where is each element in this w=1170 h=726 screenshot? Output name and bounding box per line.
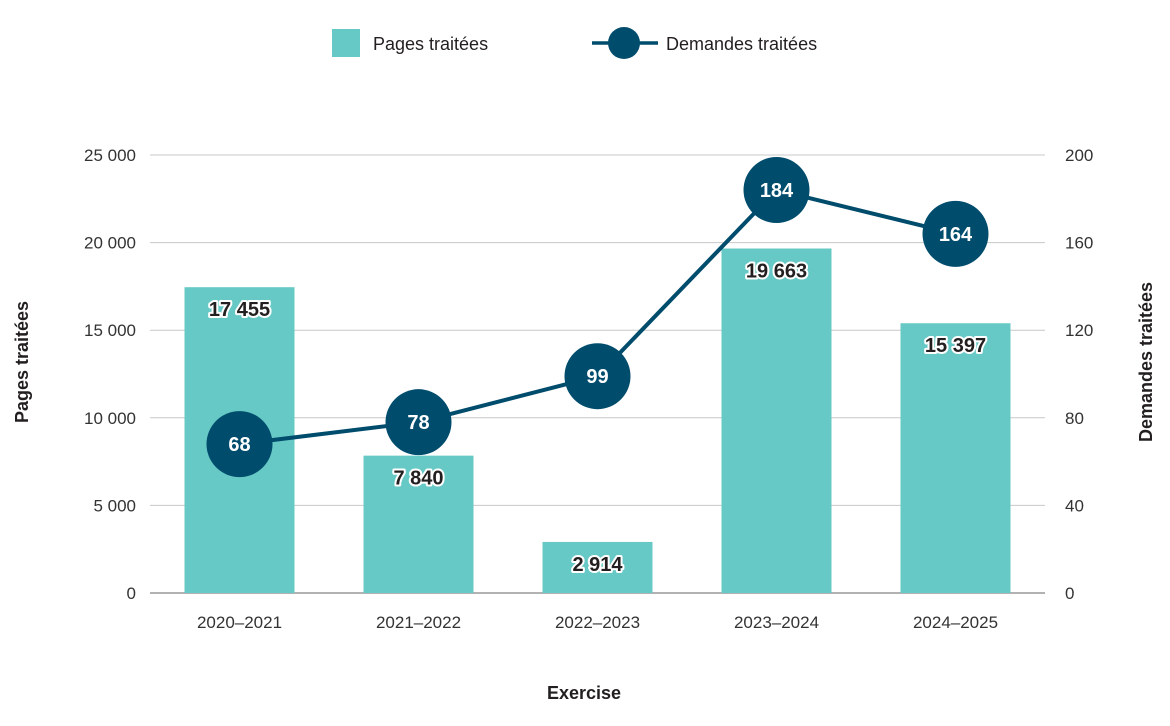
line-point-label: 78 xyxy=(407,412,429,434)
y-tick-label: 10 000 xyxy=(84,409,136,428)
y2-tick-label: 200 xyxy=(1065,146,1093,165)
legend-marker-demandes xyxy=(608,27,640,59)
x-axis-ticks: 2020–2021 2021–2022 2022–2023 2023–2024 2024… xyxy=(197,613,998,632)
y2-tick-label: 40 xyxy=(1065,496,1084,515)
x-tick-label: 2020–2021 xyxy=(197,613,282,632)
y2-tick-label: 0 xyxy=(1065,584,1074,603)
line-point xyxy=(564,343,631,410)
line-point-label: 68 xyxy=(228,434,250,456)
y-tick-label: 15 000 xyxy=(84,321,136,340)
line-point-label: 164 xyxy=(939,224,973,246)
bar-value-label: 17 455 xyxy=(209,299,270,321)
y2-axis-title: Demandes traitées xyxy=(1136,282,1156,442)
right-axis-ticks: 0 40 80 120 160 200 xyxy=(1065,146,1093,603)
line-point-label: 99 xyxy=(586,366,608,388)
line-point xyxy=(385,389,452,456)
y-tick-label: 0 xyxy=(127,584,136,603)
y-tick-label: 25 000 xyxy=(84,146,136,165)
y-tick-label: 5 000 xyxy=(93,496,136,515)
legend: Pages traitées Demandes traitées xyxy=(332,27,817,59)
y-axis-title: Pages traitées xyxy=(12,301,32,423)
x-tick-label: 2023–2024 xyxy=(734,613,819,632)
legend-label-pages: Pages traitées xyxy=(373,34,488,54)
y2-tick-label: 80 xyxy=(1065,409,1084,428)
legend-swatch-pages xyxy=(332,29,360,57)
left-axis-ticks: 0 5 000 10 000 15 000 20 000 25 000 xyxy=(84,146,136,603)
line-point xyxy=(206,411,273,478)
bar xyxy=(363,455,474,593)
bar xyxy=(542,541,653,593)
bar-series xyxy=(184,248,1011,593)
y2-tick-label: 160 xyxy=(1065,234,1093,253)
legend-label-demandes: Demandes traitées xyxy=(666,34,817,54)
bar-value-label: 7 840 xyxy=(393,468,443,490)
y2-tick-label: 120 xyxy=(1065,321,1093,340)
x-tick-label: 2022–2023 xyxy=(555,613,640,632)
line-point-label: 184 xyxy=(760,180,794,202)
line-series: 68 78 99 184 164 xyxy=(206,157,989,478)
line-point xyxy=(743,157,810,224)
bar-value-label: 15 397 xyxy=(925,335,986,357)
x-tick-label: 2024–2025 xyxy=(913,613,998,632)
y-tick-label: 20 000 xyxy=(84,234,136,253)
bar-value-label: 19 663 xyxy=(746,261,807,283)
gridlines xyxy=(150,154,1045,594)
bar xyxy=(721,248,832,593)
bar xyxy=(900,323,1011,593)
x-tick-label: 2021–2022 xyxy=(376,613,461,632)
bar-data-labels: 17 455 7 840 2 914 19 663 15 397 xyxy=(207,259,988,578)
line-point xyxy=(922,200,989,267)
bar-value-label: 2 914 xyxy=(572,554,623,576)
x-axis-title: Exercise xyxy=(547,683,621,703)
